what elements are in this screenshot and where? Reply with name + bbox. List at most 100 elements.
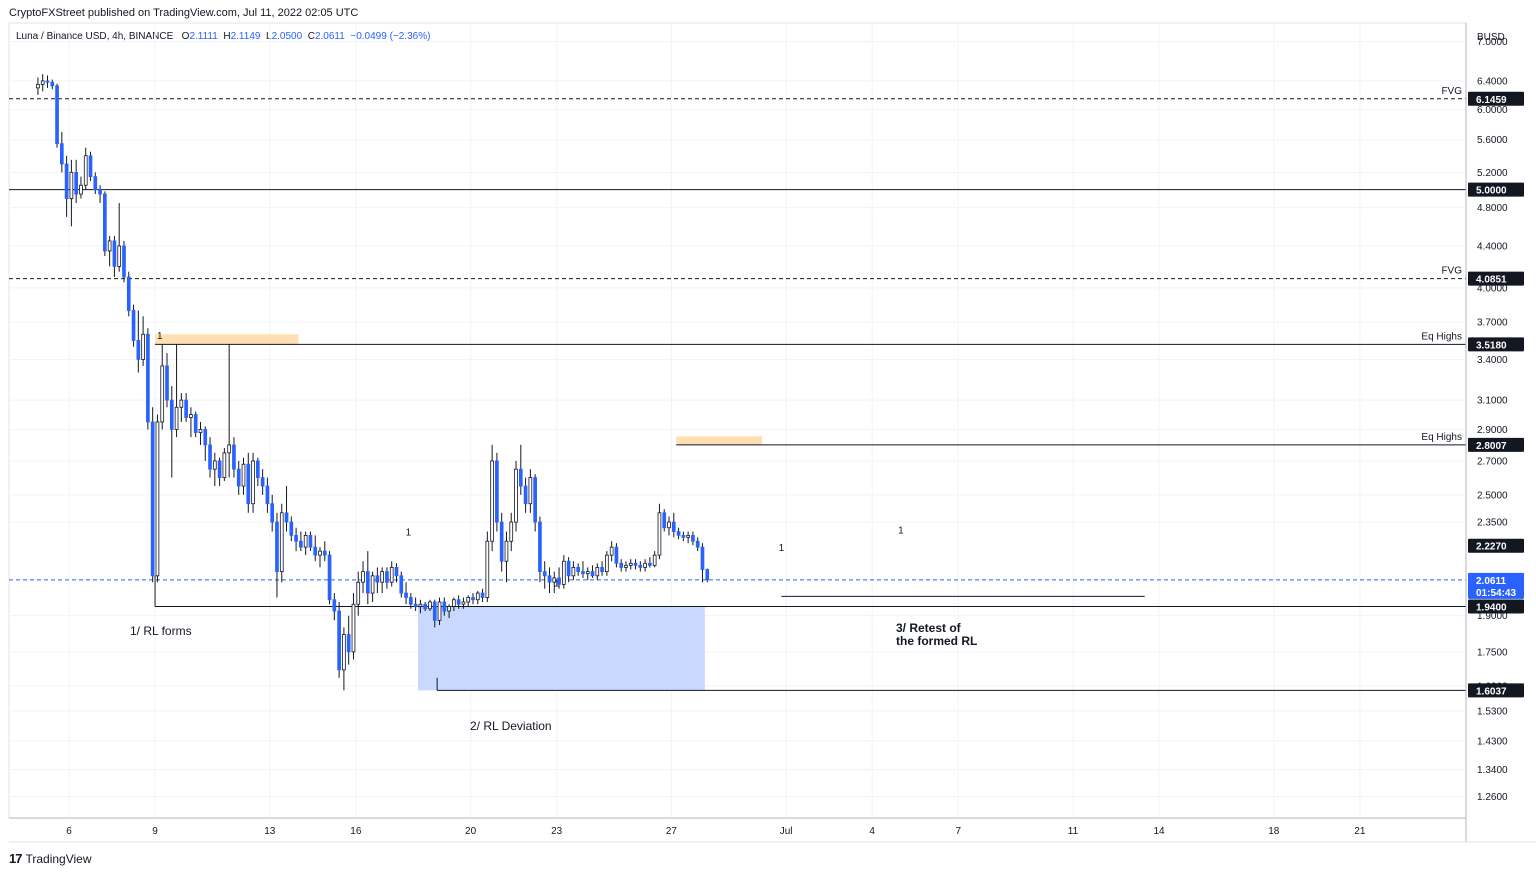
price-badge-label: 6.1459 xyxy=(1476,95,1507,106)
candle-body-down xyxy=(126,276,131,311)
legend-close-label: C xyxy=(307,31,315,42)
candle-body-up xyxy=(351,603,356,653)
candle-body-down xyxy=(308,534,313,548)
candle xyxy=(74,159,79,204)
candle-body-up xyxy=(585,571,590,575)
candle-body-down xyxy=(547,575,552,583)
candle-body-down xyxy=(499,521,504,562)
candle xyxy=(571,561,576,581)
candle xyxy=(452,597,456,612)
candle xyxy=(265,477,270,513)
price-badge-label: 3.5180 xyxy=(1476,340,1507,351)
candle-body-down xyxy=(184,399,188,418)
candle xyxy=(112,236,117,278)
signal-mark: 1 xyxy=(157,331,163,342)
signal-marks: 1 1 1 1 1 xyxy=(157,331,904,589)
bar-countdown: 01:54:43 xyxy=(1476,588,1516,599)
candle-body-up xyxy=(437,601,442,621)
candle-body-up xyxy=(504,540,509,562)
legend-change: −0.0499 (−2.36%) xyxy=(350,31,431,42)
candle-body-down xyxy=(93,176,98,191)
candle xyxy=(59,131,64,173)
candle-body-up xyxy=(571,567,576,577)
candle-body-down xyxy=(638,564,643,568)
y-tick-label: 1.4300 xyxy=(1477,736,1508,747)
candle xyxy=(365,551,370,605)
candle-body-down xyxy=(265,485,270,505)
candle xyxy=(590,565,595,578)
candle xyxy=(103,191,107,257)
candle-body-down xyxy=(169,399,174,430)
annotation-rl-deviation: 2/ RL Deviation xyxy=(470,719,552,733)
candle xyxy=(155,414,160,583)
candle xyxy=(236,460,241,495)
candle-body-up xyxy=(418,603,423,607)
y-tick-label: 3.4000 xyxy=(1477,355,1508,366)
candle xyxy=(318,547,322,568)
candle-body-down xyxy=(146,333,150,423)
candle xyxy=(437,597,442,626)
candle xyxy=(313,535,318,562)
candle xyxy=(619,559,624,572)
candle xyxy=(279,503,284,583)
candle xyxy=(217,457,222,487)
candle-body-up xyxy=(141,333,145,360)
candle xyxy=(485,531,490,602)
candle xyxy=(600,561,604,576)
candle xyxy=(136,310,141,373)
candle xyxy=(686,531,690,544)
candle xyxy=(413,597,418,612)
candle xyxy=(150,407,155,583)
price-badge xyxy=(1468,337,1524,352)
candle-body-up xyxy=(380,571,384,583)
candle-body-down xyxy=(471,597,475,601)
candle-body-up xyxy=(643,562,647,568)
candle-body-up xyxy=(160,365,165,423)
legend-open: 2.1111 xyxy=(189,31,218,42)
candle xyxy=(256,457,260,487)
candle xyxy=(624,561,628,572)
candle xyxy=(528,469,533,513)
candle-body-down xyxy=(327,554,332,601)
x-tick-label: 21 xyxy=(1354,826,1366,837)
x-tick-label: 9 xyxy=(152,826,158,837)
candle xyxy=(509,512,514,552)
x-tick-label: 13 xyxy=(264,826,276,837)
deviation-zone xyxy=(418,606,705,691)
candle xyxy=(705,568,710,583)
candle xyxy=(55,83,59,148)
candle xyxy=(356,571,361,616)
candle xyxy=(45,75,50,88)
candle xyxy=(246,452,251,513)
candle xyxy=(628,559,633,570)
candle xyxy=(270,494,275,532)
candle-body-up xyxy=(667,521,671,529)
candle-body-down xyxy=(59,143,64,165)
candle-body-up xyxy=(107,240,112,252)
candle-body-down xyxy=(270,503,275,523)
x-tick-label: 23 xyxy=(551,826,563,837)
candle xyxy=(595,563,600,581)
candle-body-down xyxy=(432,601,437,621)
level-label: Eq Highs xyxy=(1421,432,1462,443)
candle xyxy=(294,527,298,552)
level-label: Eq Highs xyxy=(1421,331,1462,342)
candle xyxy=(542,561,547,589)
y-tick-label: 4.0000 xyxy=(1477,283,1508,294)
candle xyxy=(447,604,451,618)
legend-symbol[interactable]: Luna / Binance USD, 4h, BINANCE xyxy=(16,31,174,42)
candle-body-down xyxy=(322,550,327,556)
orange-zone-1 xyxy=(155,334,299,345)
tradingview-footer[interactable]: 17 TradingView xyxy=(9,851,92,866)
candle-body-up xyxy=(179,399,184,408)
candle xyxy=(117,203,122,272)
candle-body-down xyxy=(165,365,169,401)
y-tick-label: 3.1000 xyxy=(1477,396,1508,407)
candle-body-down xyxy=(394,567,399,577)
y-tick-label: 2.7000 xyxy=(1477,456,1508,467)
candle-body-down xyxy=(193,414,198,433)
candle-body-down xyxy=(456,599,461,605)
y-tick-label: 4.4000 xyxy=(1477,241,1508,252)
candle-body-up xyxy=(609,546,614,556)
